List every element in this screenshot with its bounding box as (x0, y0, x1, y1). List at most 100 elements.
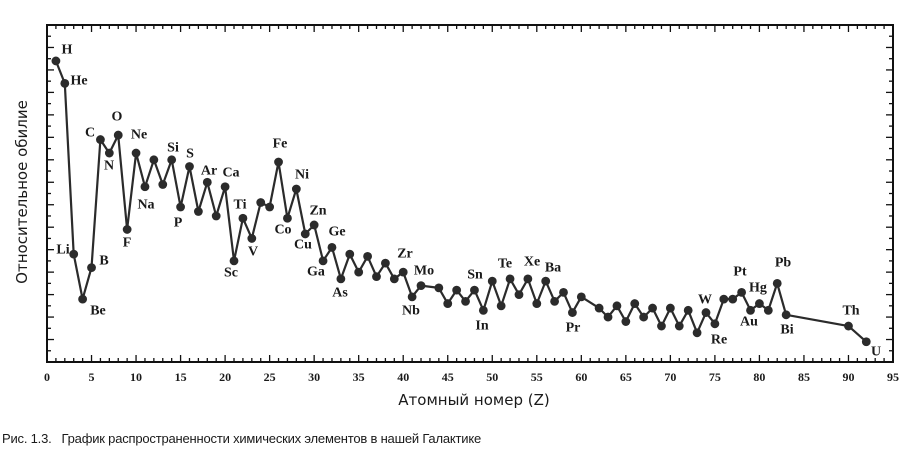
data-point-I (514, 290, 524, 299)
x-tick-label: 55 (531, 370, 543, 384)
element-label: S (186, 147, 194, 162)
x-tick-label: 60 (575, 370, 587, 384)
element-label: Pb (775, 256, 792, 271)
data-point-Ag (461, 296, 470, 306)
figure-caption: Рис. 1.3. График распространенности химич… (2, 431, 481, 446)
element-label: Ni (295, 168, 309, 183)
plot-frame (46, 24, 894, 363)
data-point-Ne (131, 148, 141, 158)
data-point-Pr (568, 308, 577, 317)
x-tick-label: 85 (798, 370, 810, 384)
data-markers (51, 56, 871, 347)
data-point-Ce (559, 287, 568, 297)
data-point-Ho (639, 312, 649, 322)
element-label: Au (740, 315, 758, 330)
data-point-H (51, 56, 61, 66)
data-point-Mo (416, 281, 426, 291)
data-point-Sn (487, 276, 497, 286)
data-point-Yb (665, 303, 675, 313)
element-label: Zn (309, 204, 326, 219)
element-label: Te (498, 257, 512, 272)
element-label: Xe (524, 255, 540, 270)
data-point-Sb (496, 301, 506, 311)
data-point-Se (345, 249, 355, 259)
data-point-Tm (657, 321, 666, 331)
element-label: Sc (224, 266, 238, 281)
data-point-Br (354, 267, 364, 277)
element-label: Si (167, 141, 179, 156)
x-tick-labels: 0 5 10 15 20 25 30 35 40 45 50 55 60 65 70 75 80 85 90 95 (44, 370, 899, 384)
data-point-Lu (674, 321, 684, 331)
data-point-Ca (220, 182, 230, 192)
element-label: Ge (328, 225, 345, 240)
x-tick-label: 75 (709, 370, 721, 384)
data-point-B (87, 263, 96, 273)
data-point-Te (505, 274, 515, 284)
element-label: N (104, 159, 114, 174)
data-point-Bi (781, 310, 791, 320)
data-point-Co (283, 213, 292, 223)
data-point-V (247, 234, 257, 243)
element-label: W (698, 293, 712, 308)
data-point-Cs (532, 299, 542, 308)
data-point-Cu (300, 229, 310, 239)
x-tick-label: 15 (175, 370, 187, 384)
y-axis-label: Относительное обилие (13, 100, 31, 284)
data-point-Ga (318, 256, 328, 266)
element-label: Be (90, 304, 106, 319)
x-tick-label: 20 (219, 370, 231, 384)
x-tick-label: 80 (753, 370, 765, 384)
data-point-S (185, 162, 194, 171)
data-point-P (176, 202, 185, 212)
x-tick-label: 10 (130, 370, 142, 384)
element-label: Sn (467, 268, 483, 283)
data-point-Ge (327, 243, 337, 252)
data-point-Er (648, 303, 657, 313)
x-tick-label: 90 (842, 370, 854, 384)
data-point-Kr (363, 252, 372, 261)
data-point-Zr (398, 267, 408, 277)
data-point-Fe (274, 157, 283, 167)
data-point-Be (78, 294, 88, 304)
element-label: Ti (234, 198, 247, 213)
caption-number: Рис. 1.3. (2, 431, 52, 446)
element-label: Ga (307, 265, 325, 280)
element-label: B (99, 254, 108, 269)
element-label: Ba (545, 261, 561, 276)
element-label: Ar (201, 164, 217, 179)
element-label: Th (842, 304, 859, 319)
element-label: He (70, 74, 87, 89)
element-label: Li (56, 243, 69, 258)
data-point-Re (710, 319, 720, 329)
data-point-Hf (683, 305, 693, 315)
data-point-Sm (594, 303, 604, 313)
data-point-Tl (763, 305, 773, 315)
data-point-Cd (470, 285, 479, 295)
element-label: Ne (131, 128, 147, 143)
data-point-C (96, 135, 105, 144)
element-label: In (475, 319, 488, 334)
data-point-K (211, 211, 221, 221)
element-label: Hg (749, 281, 767, 296)
element-label: Cu (294, 238, 312, 253)
data-point-Al (158, 180, 168, 189)
caption-text: График распространенности химических эле… (61, 431, 482, 446)
x-tick-label: 30 (308, 370, 320, 384)
x-tick-label: 25 (264, 370, 276, 384)
data-point-In (478, 305, 488, 315)
data-point-Nb (407, 292, 417, 302)
data-point-Nd (576, 292, 586, 302)
x-tick-label: 50 (486, 370, 498, 384)
data-point-O (113, 130, 123, 140)
data-point-Gd (612, 301, 622, 311)
data-point-Hg (755, 299, 764, 308)
data-point-Ni (291, 184, 301, 194)
element-label: Mo (414, 264, 434, 279)
element-label: Zr (397, 247, 413, 262)
element-label: Pt (733, 265, 747, 280)
x-tick-label: 40 (397, 370, 409, 384)
data-point-Dy (630, 299, 640, 308)
data-point-Mn (265, 202, 275, 212)
data-point-La (550, 296, 559, 306)
